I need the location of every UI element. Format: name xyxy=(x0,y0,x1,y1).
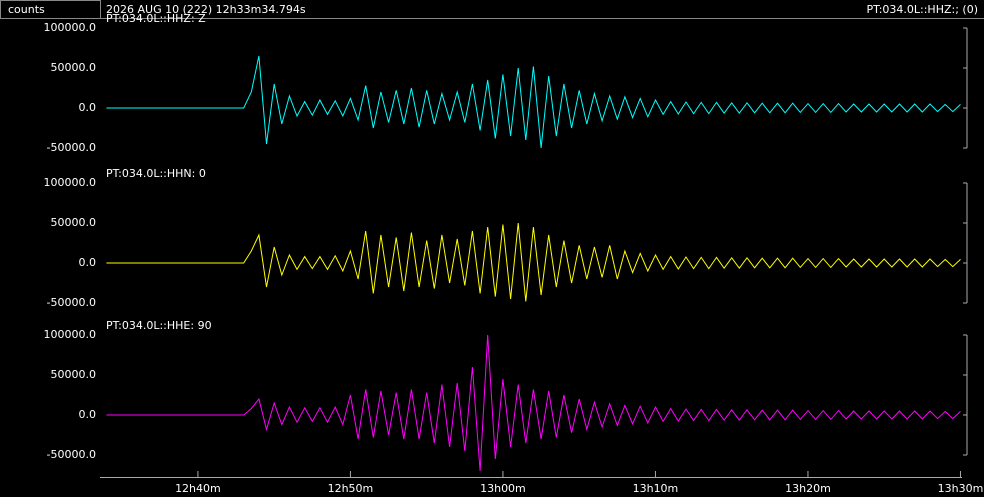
y-tick-label: 50000.0 xyxy=(51,368,97,381)
x-tick-label: 13h30m xyxy=(938,482,984,495)
y-tick-label: 0.0 xyxy=(79,101,97,114)
header-datetime: 2026 AUG 10 (222) 12h33m34.794s xyxy=(106,3,306,16)
x-tick-label: 12h40m xyxy=(175,482,221,495)
x-tick-label: 12h50m xyxy=(328,482,374,495)
y-tick-label: 0.0 xyxy=(79,408,97,421)
y-tick-label: -50000.0 xyxy=(47,296,96,309)
y-tick-label: 100000.0 xyxy=(44,176,97,189)
x-tick-label: 13h10m xyxy=(633,482,679,495)
trace-label: PT:034.0L::HHE: 90 xyxy=(106,319,212,332)
x-tick-label: 13h20m xyxy=(785,482,831,495)
y-tick-label: 100000.0 xyxy=(44,21,97,34)
y-tick-label: -50000.0 xyxy=(47,141,96,154)
y-tick-label: -50000.0 xyxy=(47,448,96,461)
trace xyxy=(106,55,961,149)
y-tick-label: 100000.0 xyxy=(44,328,97,341)
trace-label: PT:034.0L::HHN: 0 xyxy=(106,167,206,180)
y-tick-label: 50000.0 xyxy=(51,216,97,229)
header-station: PT:034.0L::HHZ:; (0) xyxy=(867,3,978,16)
y-tick-label: 50000.0 xyxy=(51,61,97,74)
x-tick-label: 13h00m xyxy=(480,482,526,495)
trace xyxy=(106,222,961,302)
trace-label: PT:034.0L::HHZ: Z xyxy=(106,12,206,25)
y-tick-label: 0.0 xyxy=(79,256,97,269)
y-unit: counts xyxy=(8,3,45,16)
trace xyxy=(106,334,961,472)
